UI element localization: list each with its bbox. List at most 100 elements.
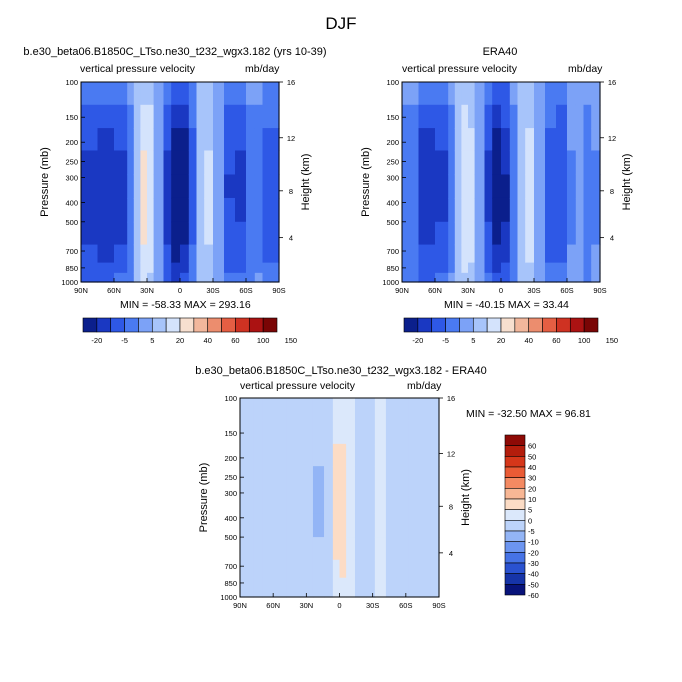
field-cell — [591, 104, 601, 129]
field-cell — [339, 577, 347, 589]
field-cell — [253, 587, 263, 598]
field-cell — [262, 577, 274, 589]
field-cell — [312, 587, 325, 598]
field-cell — [567, 244, 577, 264]
field-cell — [435, 272, 449, 283]
field-cell — [556, 150, 568, 176]
field-cell — [246, 272, 256, 283]
field-cell — [171, 150, 181, 176]
field-cell — [171, 174, 181, 199]
field-cell — [583, 262, 592, 274]
field-cell — [253, 513, 263, 538]
colorbar-label: -20 — [528, 548, 539, 557]
field-cell — [286, 577, 301, 589]
field-cell — [235, 244, 247, 264]
field-cell — [567, 272, 577, 283]
x-tick-label: 0 — [337, 601, 341, 610]
field-cell — [517, 262, 526, 274]
field-cell — [147, 262, 155, 274]
field-cell — [461, 244, 469, 264]
field-cell — [339, 420, 347, 445]
field-cell — [163, 82, 172, 106]
field-cell — [366, 420, 376, 445]
field-cell — [127, 221, 135, 246]
field-cell — [332, 577, 341, 589]
field-cell — [97, 244, 115, 264]
y-tick-label: 100 — [65, 78, 78, 87]
field-cell — [299, 466, 314, 491]
x-tick-label: 60N — [107, 286, 121, 295]
height-tick-label: 16 — [608, 78, 616, 87]
height-tick-label: 8 — [289, 187, 293, 196]
field-cell — [402, 262, 420, 274]
field-cell — [339, 466, 347, 491]
field-cell — [454, 197, 462, 223]
x-tick-label: 30S — [366, 601, 379, 610]
colorbar-box — [96, 317, 112, 333]
field-cell — [81, 197, 99, 223]
field-cell — [575, 221, 585, 246]
field-cell — [396, 537, 409, 561]
field-cell — [147, 104, 155, 129]
field-cell — [240, 466, 254, 491]
field-cell — [402, 272, 420, 283]
field-cell — [262, 82, 271, 106]
field-cell — [354, 577, 367, 589]
height-tick-label: 12 — [608, 134, 616, 143]
field-cell — [312, 398, 325, 422]
field-cell — [435, 104, 449, 129]
field-cell — [501, 197, 511, 223]
field-cell — [430, 587, 440, 598]
field-cell — [270, 104, 280, 129]
field-cell — [448, 128, 456, 152]
field-cell — [556, 221, 568, 246]
field-cell — [147, 150, 155, 176]
field-cell — [461, 128, 469, 152]
field-cell — [81, 244, 99, 264]
field-cell — [273, 513, 288, 538]
x-tick-label: 60S — [239, 286, 252, 295]
field-cell — [171, 272, 181, 283]
field-cell — [346, 420, 356, 445]
field-cell — [324, 443, 334, 467]
field-cell — [188, 197, 198, 223]
field-cell — [224, 150, 236, 176]
y-tick-label: 400 — [386, 198, 399, 207]
field-cell — [299, 577, 314, 589]
field-cell — [509, 150, 519, 176]
field-cell — [448, 244, 456, 264]
field-cell — [525, 244, 535, 264]
colorbar-box — [504, 573, 526, 585]
field-cell — [312, 490, 325, 514]
field-cell — [374, 577, 387, 589]
field-cell — [133, 128, 141, 152]
field-cell — [385, 443, 398, 467]
field-cell — [366, 559, 376, 579]
field-cell — [196, 82, 205, 106]
x-tick-label: 30N — [461, 286, 475, 295]
field-cell — [346, 466, 356, 491]
field-cell — [408, 537, 420, 561]
field-cell — [396, 443, 409, 467]
field-cell — [454, 174, 462, 199]
field-cell — [286, 466, 301, 491]
field-cell — [575, 244, 585, 264]
field-cell — [468, 150, 476, 176]
field-cell — [583, 128, 592, 152]
field-cell — [474, 272, 486, 283]
field-cell — [468, 262, 476, 274]
field-cell — [262, 244, 271, 264]
field-cell — [339, 559, 347, 579]
height-tick-label: 8 — [610, 187, 614, 196]
colorbar-label: 10 — [528, 495, 536, 504]
field-cell — [153, 104, 165, 129]
colorbar-label: -5 — [121, 336, 128, 345]
field-cell — [474, 221, 486, 246]
field-cell — [273, 537, 288, 561]
field-cell — [196, 262, 205, 274]
field-cell — [435, 150, 449, 176]
field-cell — [171, 244, 181, 264]
field-cell — [556, 104, 568, 129]
field-cell — [492, 272, 502, 283]
field-cell — [474, 82, 486, 106]
